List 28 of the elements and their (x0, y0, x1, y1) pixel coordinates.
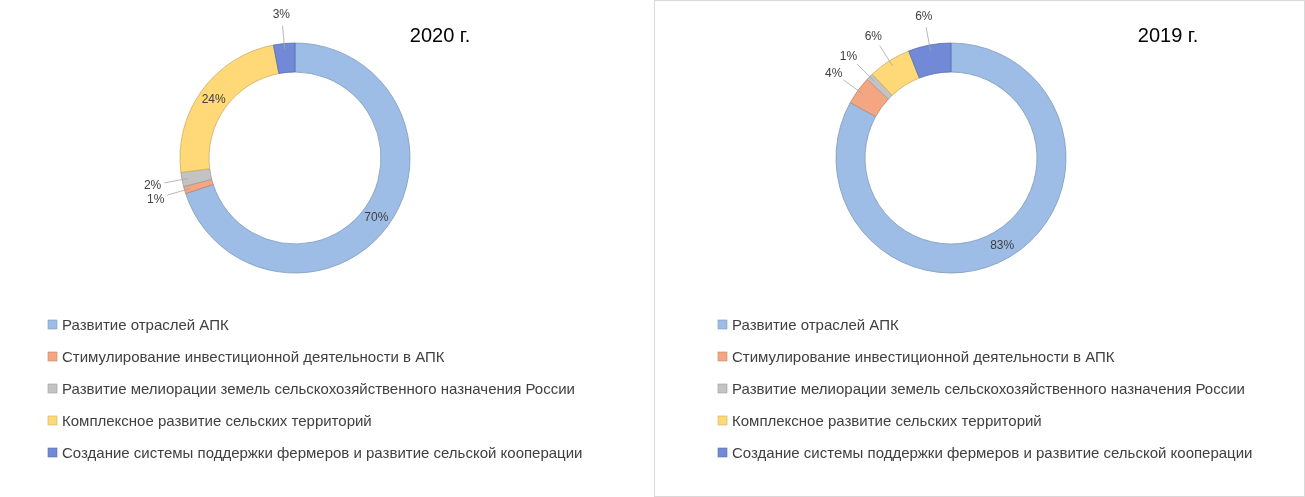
data-label: 3% (272, 6, 291, 21)
legend-label: Развитие мелиорации земель сельскохозяйственного назначения России (62, 380, 575, 398)
text: 2020 г. (409, 24, 471, 46)
legend-label: Развитие отраслей АПК (62, 316, 229, 334)
legend-label: Развитие отраслей АПК (732, 316, 899, 334)
donut-slice (908, 42, 952, 79)
legend-label: Комплексное развитие сельских территорий (732, 412, 1042, 430)
data-label: 70% (364, 210, 389, 225)
legend-label: Развитие мелиорации земель сельскохозяйственного назначения России (732, 380, 1245, 398)
donut-slice (273, 42, 296, 74)
donut-slice (179, 44, 280, 173)
text: 2019 г. (1137, 24, 1199, 46)
donut-slice (185, 42, 411, 274)
donut-slice (871, 50, 920, 96)
data-label: 1% (147, 191, 165, 206)
legend-label: Создание системы поддержки фермеров и развитие сельской кооперации (62, 444, 583, 462)
data-label: 4% (825, 65, 843, 80)
donut-slice (849, 78, 889, 117)
legend-label: Комплексное развитие сельских территорий (62, 412, 372, 430)
data-label: 2% (143, 178, 162, 193)
legend-label: Стимулирование инвестиционной деятельности в АПК (732, 348, 1115, 366)
data-label: 6% (864, 28, 883, 43)
data-label: 24% (201, 92, 227, 107)
data-label: 1% (839, 48, 858, 63)
legend-label: Создание системы поддержки фермеров и развитие сельской кооперации (732, 444, 1253, 462)
data-label: 6% (915, 8, 933, 23)
legend-label: Стимулирование инвестиционной деятельности в АПК (62, 348, 445, 366)
data-label: 83% (990, 237, 1015, 252)
